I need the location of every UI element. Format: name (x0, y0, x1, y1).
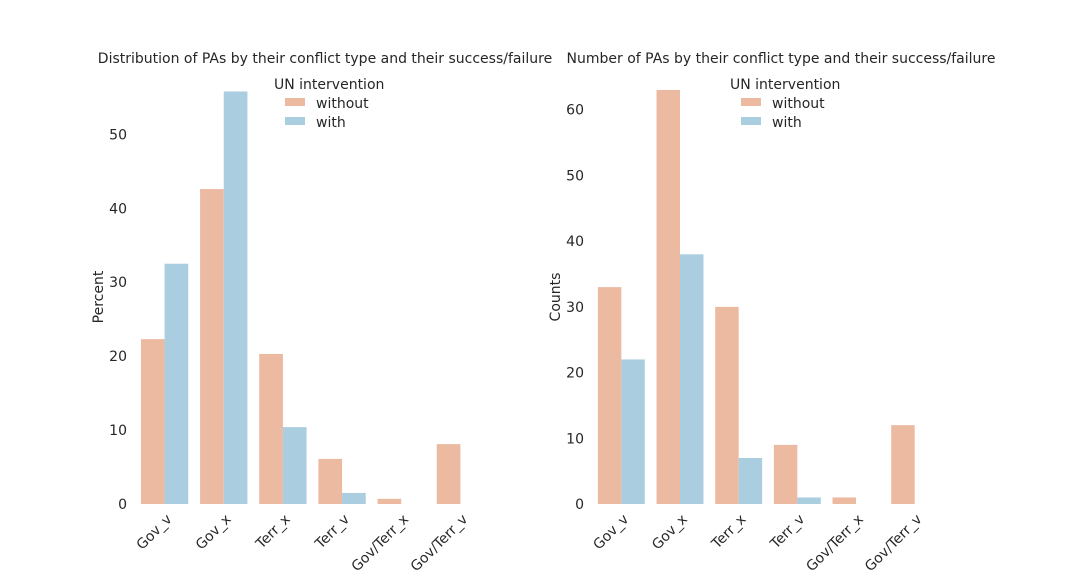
bar-with-terr-x (738, 458, 763, 504)
y-tick-label: 0 (118, 497, 127, 513)
bar-without-terr-v (318, 458, 343, 504)
bar-with-gov-x (223, 91, 248, 504)
bar-without-gov-terr-x (377, 498, 402, 504)
y-tick-label: 20 (566, 366, 584, 382)
legend: UN intervention without with (730, 77, 840, 131)
bar-without-gov-terr-v (891, 425, 915, 504)
legend-swatch-with (285, 117, 305, 125)
legend-swatch-without (285, 98, 305, 106)
legend-swatch-with (741, 117, 761, 125)
legend-label-with: with (316, 115, 346, 131)
chart-1: Distribution of PAs by their conflict ty… (91, 51, 552, 575)
x-tick-label: Gov/Terr_x (803, 512, 866, 575)
y-tick-label: 60 (566, 103, 584, 119)
legend-swatch-without (741, 98, 761, 106)
y-tick-label: 40 (566, 234, 584, 250)
x-tick-label: Gov_x (193, 512, 235, 554)
legend-label-without: without (772, 96, 825, 112)
y-tick-label: 50 (109, 127, 127, 143)
bar-with-terr-v (342, 492, 366, 504)
y-tick-label: 0 (575, 497, 584, 513)
y-tick-label: 40 (109, 201, 127, 217)
y-tick-label: 30 (566, 300, 584, 316)
bar-with-terr-x (282, 427, 307, 504)
chart-2: Number of PAs by their conflict type and… (548, 51, 995, 575)
y-tick-label: 50 (566, 168, 584, 184)
x-tick-label: Terr_x (252, 512, 293, 553)
x-tick-label: Gov/Terr_v (408, 512, 471, 575)
chart-title: Distribution of PAs by their conflict ty… (98, 51, 552, 67)
legend-label-without: without (316, 96, 369, 112)
bar-without-terr-x (259, 353, 283, 504)
bar-with-gov-v (621, 359, 645, 504)
bar-without-gov-terr-x (832, 497, 856, 504)
y-tick-label: 30 (109, 275, 127, 291)
legend-title: UN intervention (274, 77, 384, 93)
bar-without-gov-x (656, 90, 680, 504)
chart-title: Number of PAs by their conflict type and… (567, 51, 996, 67)
bar-with-terr-v (797, 497, 821, 504)
y-tick-label: 10 (566, 431, 584, 447)
bar-with-gov-v (164, 263, 189, 504)
bar-with-gov-x (680, 254, 704, 504)
x-tick-label: Terr_x (708, 512, 749, 553)
x-tick-label: Terr_v (767, 512, 808, 553)
x-tick-label: Gov_v (134, 512, 176, 554)
x-tick-label: Gov/Terr_x (349, 512, 412, 575)
x-tick-label: Gov/Terr_v (862, 512, 925, 575)
y-axis-label: Counts (548, 273, 564, 322)
x-tick-label: Gov_x (649, 512, 691, 554)
y-tick-label: 20 (109, 349, 127, 365)
bar-without-terr-x (715, 306, 739, 504)
legend-label-with: with (772, 115, 802, 131)
bar-without-gov-terr-v (436, 444, 461, 504)
legend-title: UN intervention (730, 77, 840, 93)
x-tick-label: Terr_v (312, 512, 353, 553)
bar-without-gov-x (200, 189, 224, 504)
legend: UN intervention without with (274, 77, 384, 131)
y-axis-label: Percent (91, 270, 107, 323)
bar-without-gov-v (140, 339, 165, 504)
x-tick-label: Gov_v (590, 512, 632, 554)
bar-without-gov-v (597, 287, 622, 504)
y-tick-label: 10 (109, 423, 127, 439)
bar-without-terr-v (773, 444, 798, 504)
